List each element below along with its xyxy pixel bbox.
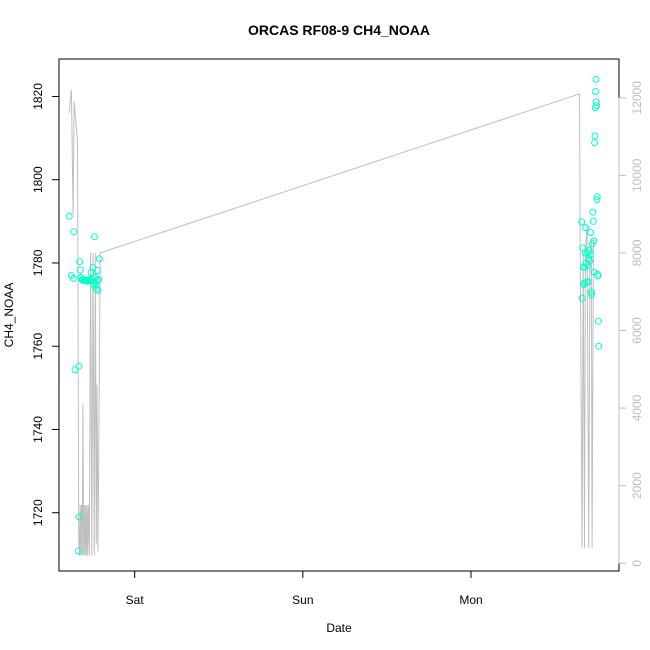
data-point <box>75 362 83 370</box>
data-point <box>589 208 597 216</box>
data-point <box>592 75 600 83</box>
y-tick-label: 1720 <box>31 499 45 526</box>
x-axis: Sat Sun Mon <box>126 571 483 607</box>
data-point <box>592 88 600 95</box>
y-tick-label: 1740 <box>31 416 45 443</box>
data-point <box>584 278 592 286</box>
y-axis: 1720 1740 1760 1780 1800 1820 <box>31 83 59 526</box>
data-point <box>70 228 78 236</box>
data-point <box>594 272 602 280</box>
y-tick-label: 1820 <box>31 83 45 110</box>
data-point <box>594 317 602 325</box>
data-point <box>76 266 84 274</box>
y2-tick-label: 4000 <box>630 394 644 421</box>
data-point <box>75 547 82 555</box>
y-tick-label: 1800 <box>31 166 45 193</box>
data-point <box>76 258 84 266</box>
data-point <box>94 267 101 274</box>
data-point <box>93 285 100 293</box>
line-series-layer <box>68 89 595 556</box>
data-point <box>593 193 601 201</box>
data-point <box>582 224 590 232</box>
data-point <box>71 366 79 374</box>
y2-tick-label: 10000 <box>630 158 644 192</box>
plot-frame <box>58 58 620 572</box>
data-point <box>584 262 592 269</box>
y2-tick-label: 6000 <box>630 317 644 344</box>
data-point <box>70 274 78 282</box>
data-point <box>578 218 586 226</box>
point-series-layer <box>65 75 603 555</box>
data-point <box>589 217 597 225</box>
y2-tick-label: 8000 <box>630 239 644 266</box>
chart-title: ORCAS RF08-9 CH4_NOAA <box>248 22 430 38</box>
data-point <box>95 255 103 263</box>
data-point <box>91 233 98 241</box>
data-point <box>591 139 599 147</box>
data-point <box>595 342 603 350</box>
data-point <box>591 132 599 140</box>
data-point <box>587 229 595 237</box>
data-point <box>590 237 598 245</box>
data-point <box>593 102 601 110</box>
data-point <box>578 294 586 302</box>
data-point <box>65 212 73 220</box>
y-tick-label: 1760 <box>31 333 45 360</box>
data-point <box>586 251 594 259</box>
y2-tick-label: 0 <box>630 560 644 567</box>
y2-tick-label: 2000 <box>630 472 644 499</box>
y-tick-label: 1780 <box>31 249 45 276</box>
x-axis-label: Date <box>326 621 352 635</box>
data-point <box>84 277 92 285</box>
data-point <box>75 513 83 521</box>
data-point <box>588 291 596 299</box>
y-axis-label: CH4_NOAA <box>2 283 16 348</box>
data-point <box>94 286 102 294</box>
data-point <box>585 247 593 254</box>
data-point <box>587 288 595 296</box>
x-tick-label: Mon <box>459 593 482 607</box>
x-tick-label: Sun <box>292 593 313 607</box>
data-point <box>95 276 103 284</box>
y2-tick-label: 12000 <box>630 81 644 115</box>
data-point <box>593 196 601 204</box>
series-line <box>68 89 595 556</box>
x-tick-label: Sat <box>126 593 145 607</box>
y2-axis: 0 2000 4000 6000 8000 10000 12000 <box>618 81 644 567</box>
data-point <box>592 98 600 106</box>
